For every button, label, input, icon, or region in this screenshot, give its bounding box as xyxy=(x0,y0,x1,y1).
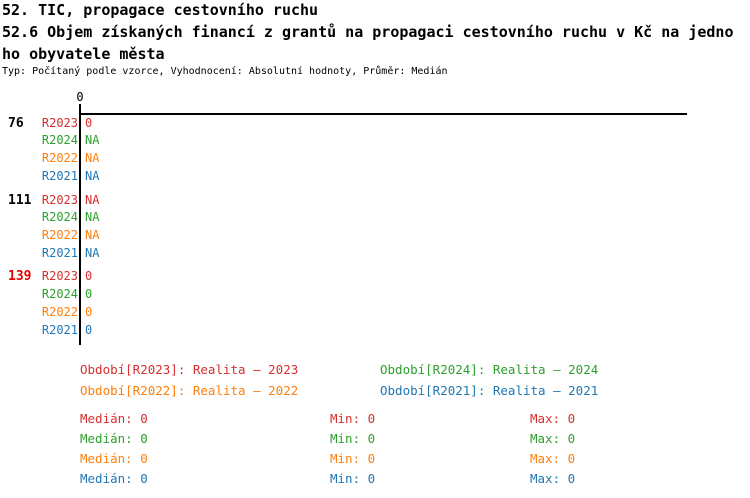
period-label: R2023 xyxy=(41,115,78,130)
value-label: 0 xyxy=(85,322,93,337)
value-label: 0 xyxy=(85,269,93,284)
page-title: 52. TIC, propagace cestovního ruchu xyxy=(2,1,319,19)
stat-median: Medián: 0 xyxy=(80,411,148,426)
value-label: NA xyxy=(85,168,100,183)
group-id-label: 139 xyxy=(8,269,32,285)
value-label: 0 xyxy=(85,304,93,319)
period-label: R2022 xyxy=(41,151,78,166)
stat-median: Medián: 0 xyxy=(80,431,148,446)
legend-item: Období[R2024]: Realita – 2024 xyxy=(380,362,599,377)
stat-min: Min: 0 xyxy=(330,431,376,446)
period-label: R2022 xyxy=(41,304,78,319)
stat-max: Max: 0 xyxy=(530,411,576,426)
value-label: NA xyxy=(85,210,100,225)
period-label: R2024 xyxy=(41,133,78,148)
period-label: R2024 xyxy=(41,210,78,225)
stat-median: Medián: 0 xyxy=(80,471,148,486)
value-label: NA xyxy=(85,245,100,260)
stat-min: Min: 0 xyxy=(330,471,376,486)
group-id-label: 111 xyxy=(8,192,32,208)
value-label: 0 xyxy=(85,287,93,302)
indicator-meta: Typ: Počítaný podle vzorce, Vyhodnocení:… xyxy=(2,66,448,77)
period-label: R2023 xyxy=(41,269,78,284)
period-label: R2022 xyxy=(41,228,78,243)
value-label: NA xyxy=(85,151,100,166)
y-axis-line xyxy=(79,104,81,345)
indicator-title: 52.6 Objem získaných financí z grantů na… xyxy=(2,23,734,41)
x-axis-tick-zero: 0 xyxy=(76,90,84,104)
stat-median: Medián: 0 xyxy=(80,451,148,466)
stat-max: Max: 0 xyxy=(530,471,576,486)
indicator-title-continued: ho obyvatele města xyxy=(2,45,165,63)
x-axis-line xyxy=(79,113,687,115)
value-label: NA xyxy=(85,133,100,148)
legend-item: Období[R2023]: Realita – 2023 xyxy=(80,362,299,377)
group-id-label: 76 xyxy=(8,115,24,131)
legend-item: Období[R2022]: Realita – 2022 xyxy=(80,383,299,398)
period-label: R2021 xyxy=(41,168,78,183)
legend-item: Období[R2021]: Realita – 2021 xyxy=(380,383,599,398)
stat-max: Max: 0 xyxy=(530,451,576,466)
period-label: R2023 xyxy=(41,192,78,207)
value-label: NA xyxy=(85,192,100,207)
period-label: R2024 xyxy=(41,287,78,302)
value-label: NA xyxy=(85,228,100,243)
value-label: 0 xyxy=(85,115,93,130)
stat-max: Max: 0 xyxy=(530,431,576,446)
stat-min: Min: 0 xyxy=(330,451,376,466)
period-label: R2021 xyxy=(41,245,78,260)
period-label: R2021 xyxy=(41,322,78,337)
stat-min: Min: 0 xyxy=(330,411,376,426)
